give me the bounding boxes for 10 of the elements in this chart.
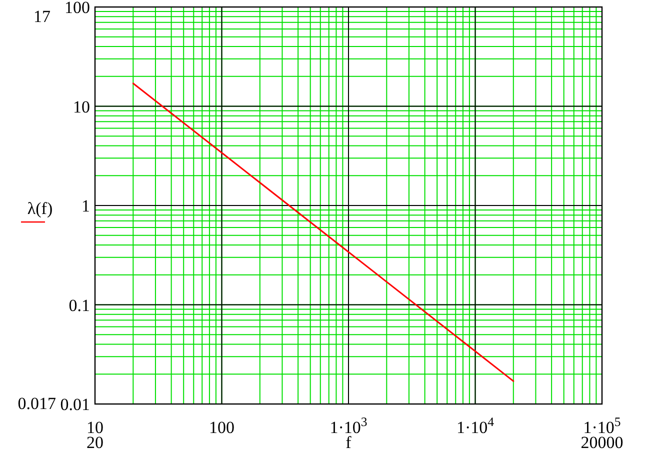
y-tick-label: 1 xyxy=(82,196,90,216)
y-tick-label: 10 xyxy=(73,97,90,116)
y-tick-label: 100 xyxy=(64,0,90,17)
text: 17 xyxy=(34,7,51,26)
x-tick-label: 100 xyxy=(209,418,234,437)
y-axis-title: λ(f) xyxy=(27,199,53,218)
text: 0.017 xyxy=(18,394,56,413)
y-tick-label: 0.01 xyxy=(60,395,90,414)
y-tick-label: 0.1 xyxy=(68,296,90,315)
x-tick-label: 1·10$^{4}$ xyxy=(456,415,495,437)
